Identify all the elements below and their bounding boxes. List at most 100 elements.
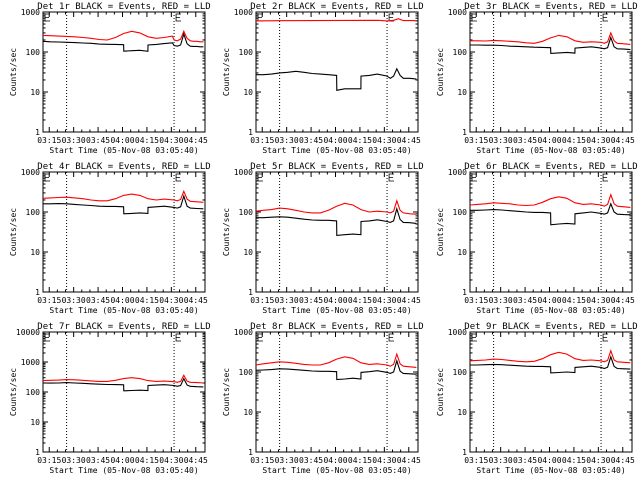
y-tick-label: 100 bbox=[453, 208, 468, 217]
x-tick-label: 03:45 bbox=[299, 296, 323, 305]
series-line-events bbox=[255, 358, 417, 381]
x-tick-label: 04:45 bbox=[611, 136, 635, 145]
x-axis-label: Start Time (05-Nov-08 03:05:40) bbox=[49, 466, 198, 475]
y-tick-label: 100 bbox=[239, 48, 254, 57]
plot-frame bbox=[469, 171, 633, 293]
x-tick-label: 03:30 bbox=[275, 456, 299, 465]
y-tick-label: 1 bbox=[248, 448, 253, 457]
x-tick-label: 03:45 bbox=[513, 456, 537, 465]
x-tick-label: 04:15 bbox=[348, 456, 372, 465]
y-tick-label: 100 bbox=[453, 368, 468, 377]
bracket-glyph bbox=[175, 173, 182, 182]
bracket-glyph bbox=[44, 333, 50, 342]
bracket-glyph bbox=[471, 13, 477, 22]
x-tick-label: 04:00 bbox=[323, 456, 347, 465]
y-axis-label: Counts/sec bbox=[222, 208, 231, 256]
y-tick-label: 100 bbox=[26, 208, 41, 217]
y-axis-label: Counts/sec bbox=[222, 368, 231, 416]
bracket-glyph bbox=[602, 333, 609, 342]
y-tick-label: 1000 bbox=[21, 168, 40, 177]
y-tick-label: 1000 bbox=[448, 168, 467, 177]
y-tick-label: 1 bbox=[248, 128, 253, 137]
x-tick-label: 04:00 bbox=[323, 136, 347, 145]
x-tick-label: 04:00 bbox=[110, 296, 134, 305]
x-axis-label: Start Time (05-Nov-08 03:05:40) bbox=[262, 466, 411, 475]
x-axis-label: Start Time (05-Nov-08 03:05:40) bbox=[262, 146, 411, 155]
x-tick-label: 03:30 bbox=[489, 456, 513, 465]
x-tick-label: 04:00 bbox=[110, 136, 134, 145]
x-tick-label: 04:30 bbox=[372, 456, 396, 465]
x-tick-label: 04:45 bbox=[611, 456, 635, 465]
series-line-events bbox=[256, 206, 417, 237]
y-tick-label: 1 bbox=[462, 448, 467, 457]
series-line-lld bbox=[469, 349, 631, 364]
bracket-glyph bbox=[602, 173, 609, 182]
series-line-lld bbox=[255, 18, 417, 22]
x-tick-label: 03:15 bbox=[464, 296, 488, 305]
x-tick-label: 03:45 bbox=[86, 456, 110, 465]
x-tick-label: 04:00 bbox=[537, 296, 561, 305]
y-tick-label: 100 bbox=[26, 48, 41, 57]
chart-title: Det 8r BLACK = Events, RED = LLD bbox=[250, 322, 423, 332]
chart-panel-1: Det 1r BLACK = Events, RED = LLD 1 10 100 10… bbox=[9, 2, 211, 155]
x-tick-label: 03:30 bbox=[62, 296, 86, 305]
y-tick-label: 1000 bbox=[234, 168, 253, 177]
chart-panel-2: Det 2r BLACK = Events, RED = LLD 1 10 100 10… bbox=[222, 2, 424, 155]
bracket-glyph bbox=[257, 173, 263, 182]
x-tick-label: 03:15 bbox=[250, 296, 274, 305]
bracket-glyph bbox=[257, 333, 263, 342]
x-tick-label: 04:30 bbox=[159, 136, 183, 145]
x-tick-label: 04:00 bbox=[110, 456, 134, 465]
bracket-glyph bbox=[471, 173, 477, 182]
series-line-events bbox=[470, 35, 631, 54]
series-line-lld bbox=[42, 29, 204, 43]
x-tick-label: 03:15 bbox=[250, 136, 274, 145]
y-tick-label: 1 bbox=[248, 288, 253, 297]
y-tick-label: 1000 bbox=[234, 328, 253, 337]
chart-panel-4: Det 4r BLACK = Events, RED = LLD 1 10 100 10… bbox=[9, 162, 211, 315]
series-line-lld bbox=[42, 189, 204, 203]
x-tick-label: 04:45 bbox=[397, 136, 421, 145]
x-tick-label: 03:30 bbox=[62, 136, 86, 145]
y-tick-label: 10 bbox=[30, 88, 40, 97]
x-tick-label: 04:15 bbox=[562, 456, 586, 465]
x-tick-label: 04:15 bbox=[135, 136, 159, 145]
y-tick-label: 1 bbox=[35, 288, 40, 297]
plot-frame bbox=[255, 331, 419, 453]
x-tick-label: 04:30 bbox=[159, 456, 183, 465]
y-axis-label: Counts/sec bbox=[9, 368, 18, 416]
x-tick-label: 03:45 bbox=[513, 136, 537, 145]
x-tick-label: 04:00 bbox=[323, 296, 347, 305]
y-tick-label: 100 bbox=[453, 48, 468, 57]
x-tick-label: 03:15 bbox=[464, 136, 488, 145]
x-tick-label: 04:15 bbox=[348, 136, 372, 145]
y-tick-label: 1000 bbox=[21, 358, 40, 367]
y-tick-label: 1000 bbox=[448, 8, 467, 17]
y-tick-label: 100 bbox=[26, 388, 41, 397]
chart-title: Det 4r BLACK = Events, RED = LLD bbox=[37, 162, 210, 172]
y-tick-label: 1000 bbox=[234, 8, 253, 17]
chart-panel-3: Det 3r BLACK = Events, RED = LLD 1 10 100 10… bbox=[436, 2, 638, 155]
series-line-lld bbox=[255, 199, 417, 215]
chart-title: Det 6r BLACK = Events, RED = LLD bbox=[464, 162, 637, 172]
y-axis-label: Counts/sec bbox=[436, 368, 445, 416]
x-tick-label: 04:45 bbox=[184, 456, 208, 465]
chart-title: Det 2r BLACK = Events, RED = LLD bbox=[250, 2, 423, 12]
chart-panel-9: Det 9r BLACK = Events, RED = LLD 1 10 100 10… bbox=[436, 322, 638, 475]
x-tick-label: 03:45 bbox=[299, 136, 323, 145]
y-axis-label: Counts/sec bbox=[9, 208, 18, 256]
y-tick-label: 10000 bbox=[16, 328, 40, 337]
x-tick-label: 04:45 bbox=[397, 296, 421, 305]
series-line-lld bbox=[470, 31, 631, 45]
y-tick-label: 10 bbox=[457, 88, 467, 97]
y-tick-label: 10 bbox=[243, 408, 253, 417]
x-axis-label: Start Time (05-Nov-08 03:05:40) bbox=[49, 146, 198, 155]
x-tick-label: 04:15 bbox=[562, 136, 586, 145]
y-tick-label: 1 bbox=[35, 448, 40, 457]
y-tick-label: 1 bbox=[462, 128, 467, 137]
bracket-glyph bbox=[471, 333, 477, 342]
x-tick-label: 04:45 bbox=[184, 296, 208, 305]
series-line-events bbox=[256, 67, 417, 91]
bracket-glyph bbox=[388, 173, 395, 182]
y-tick-label: 1000 bbox=[21, 8, 40, 17]
